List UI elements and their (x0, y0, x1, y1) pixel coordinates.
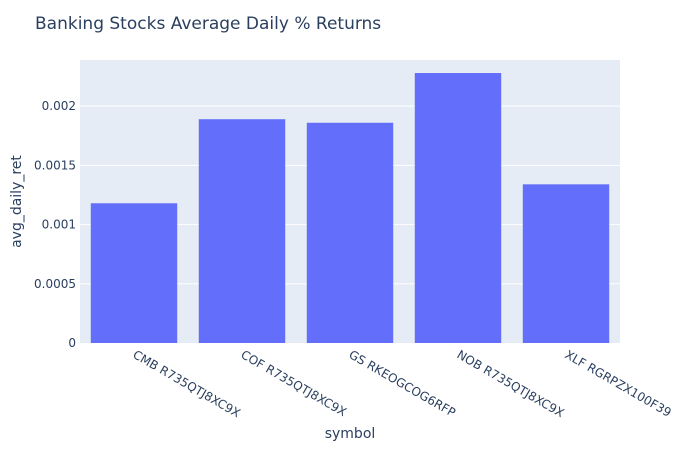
bars (90, 73, 610, 343)
x-tick-label: NOB R735QTJ8XC9X (455, 347, 567, 420)
chart-title: Banking Stocks Average Daily % Returns (35, 14, 381, 34)
y-tick-label: 0.001 (42, 218, 76, 232)
x-axis-title: symbol (325, 426, 376, 442)
bar (522, 184, 610, 343)
y-tick-label: 0.0015 (34, 158, 76, 172)
y-tick-label: 0.002 (42, 99, 76, 113)
bar (198, 119, 286, 343)
x-tick-label: GS RKEOGCOG6RFP (347, 347, 458, 419)
y-tick-label: 0.0005 (34, 277, 76, 291)
x-tick-label: XLF RGRPZX100F39 (563, 347, 674, 419)
bar (90, 203, 178, 343)
y-axis-ticks: 0 0.0005 0.001 0.0015 0.002 (34, 99, 76, 350)
bar (306, 122, 394, 343)
y-tick-label: 0 (68, 336, 76, 350)
bar (414, 73, 502, 343)
y-axis-title: avg_daily_ret (9, 155, 25, 248)
x-tick-label: CMB R735QTJ8XC9X (131, 347, 243, 420)
x-tick-label: COF R735QTJ8XC9X (239, 347, 349, 419)
